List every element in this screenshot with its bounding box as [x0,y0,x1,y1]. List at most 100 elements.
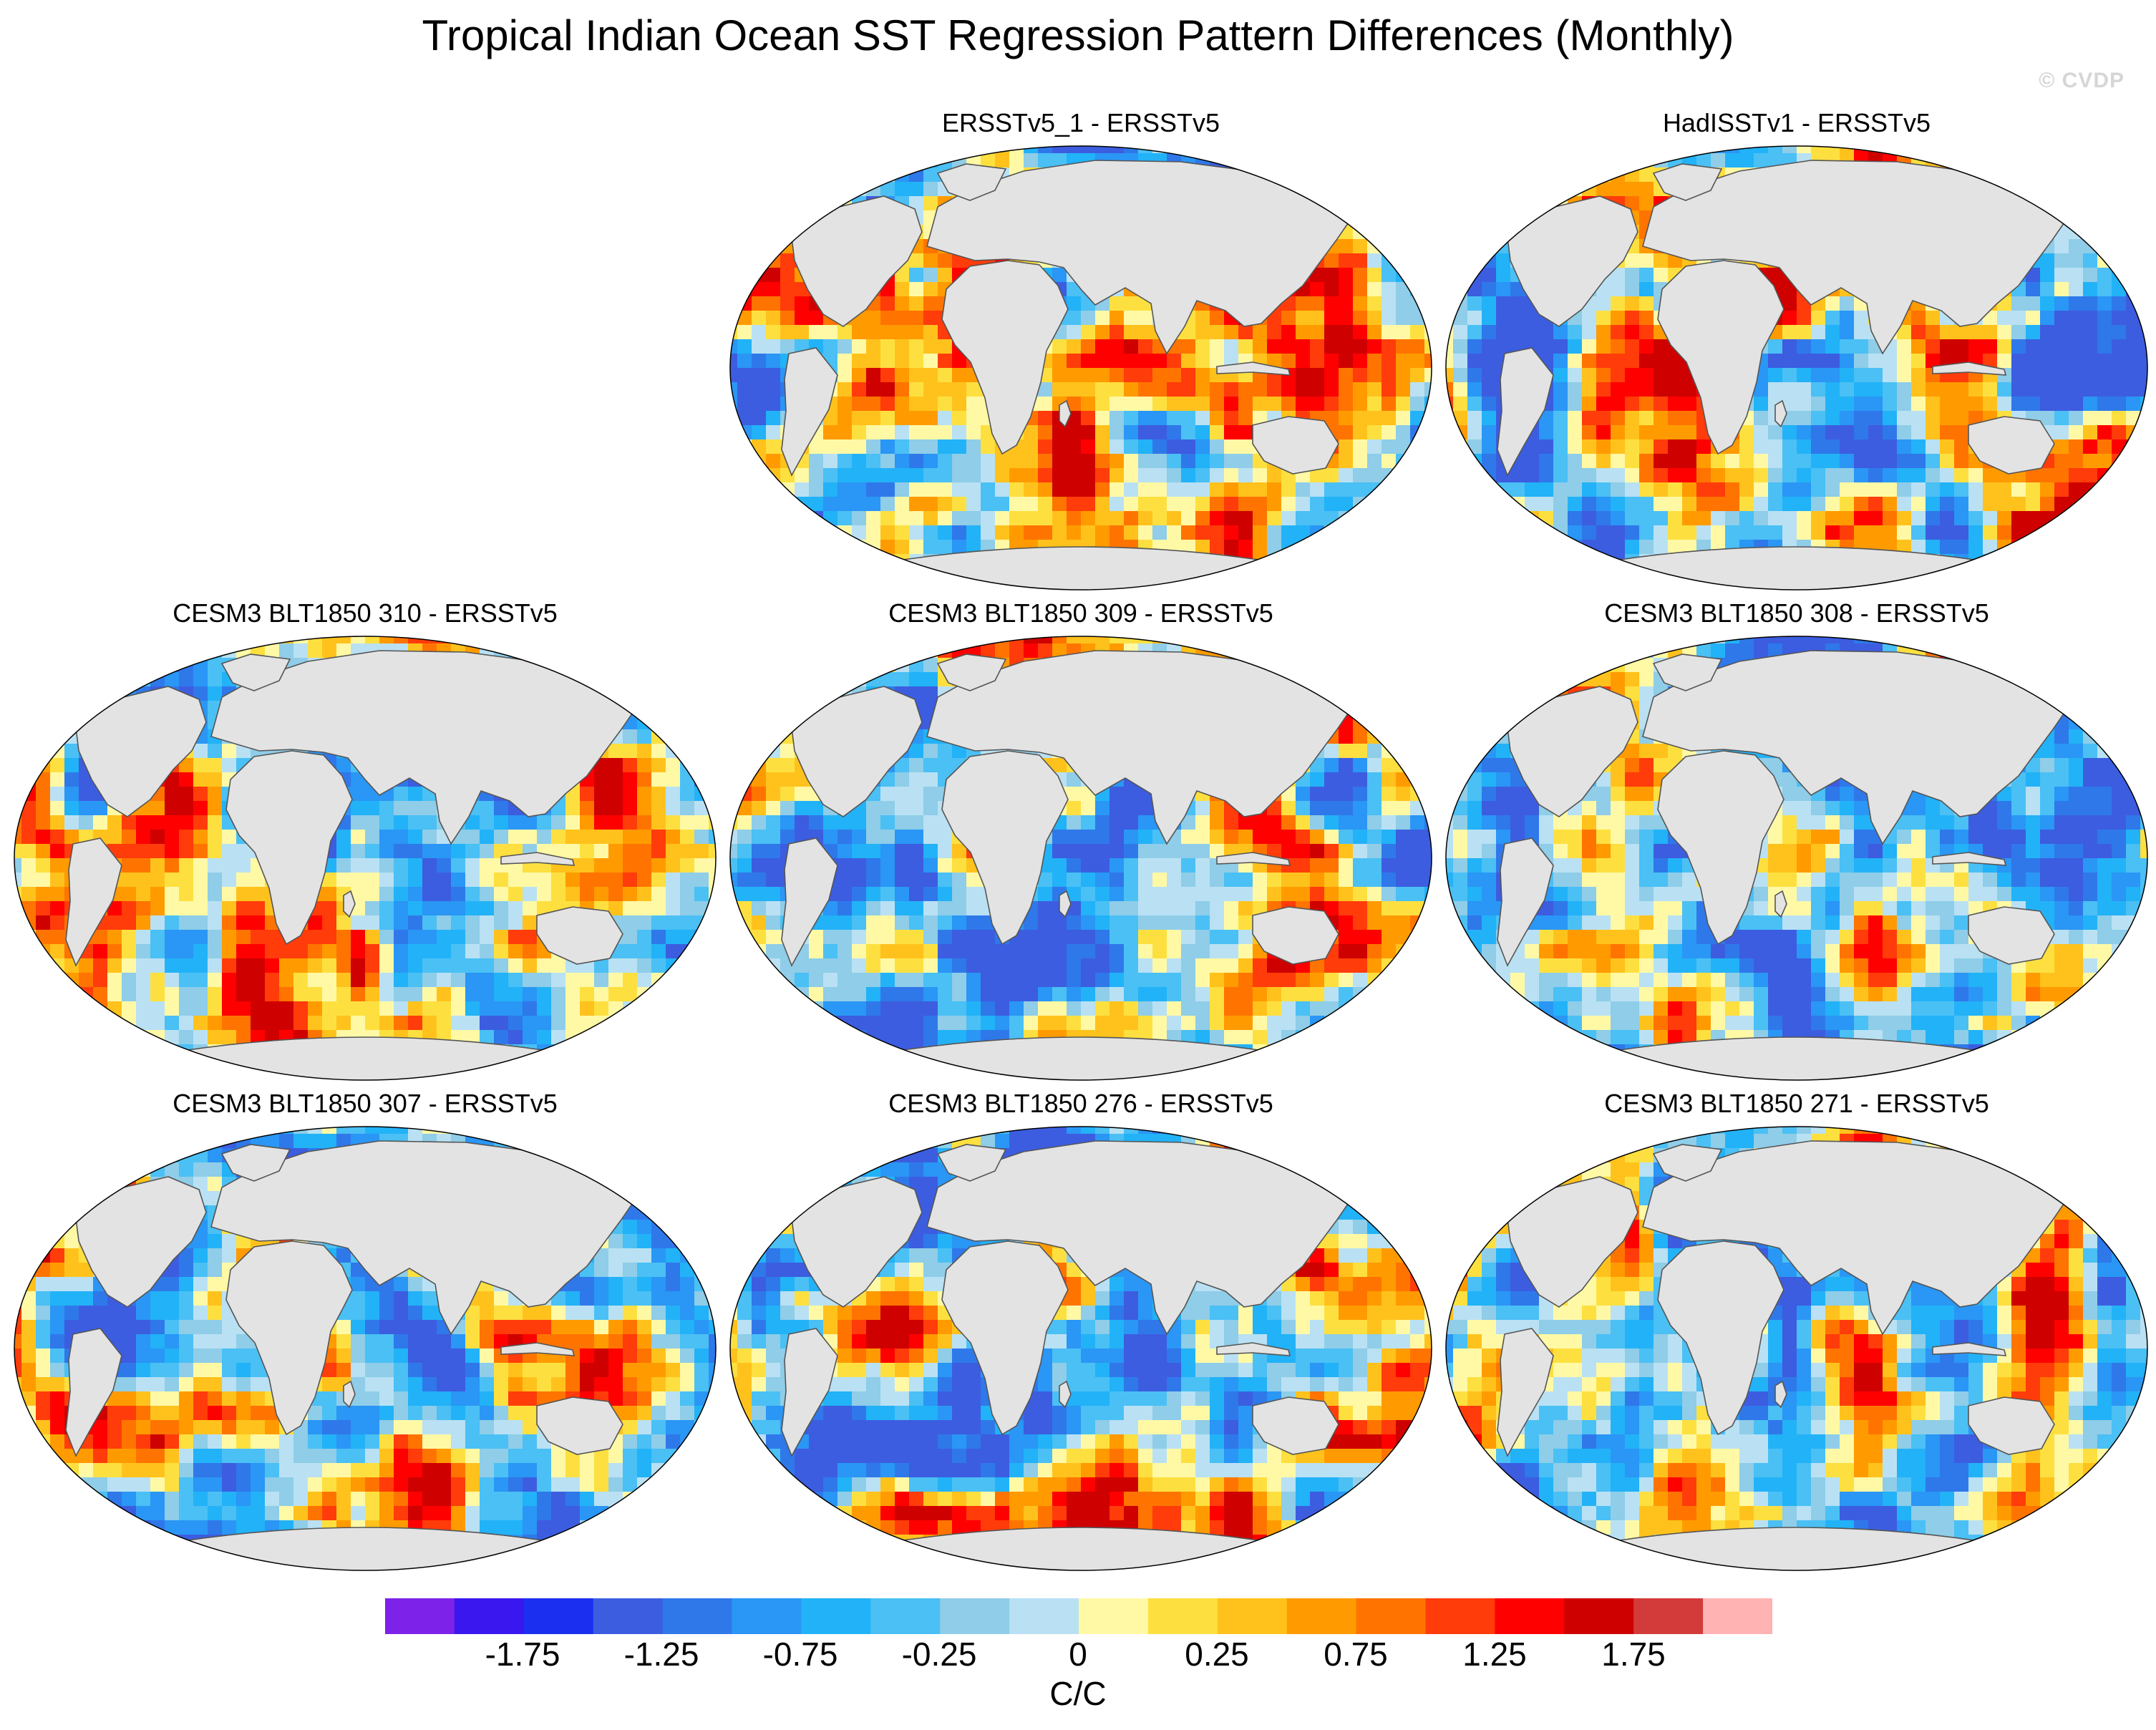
world-map [14,1126,717,1571]
land-greenland [936,163,1007,201]
land-americasN [74,1176,207,1308]
land-eurasia [1642,650,2070,845]
land-indonesia [1932,1342,2007,1356]
colorbar-box [732,1598,802,1634]
colorbar-box [1009,1598,1079,1634]
land-australia [1968,416,2055,475]
land-eurasia [1642,1140,2070,1336]
colorbar-box [801,1598,871,1634]
land-africa [941,1240,1069,1436]
world-map [1445,145,2148,591]
map-panel-cesm3-309: CESM3 BLT1850 309 - ERSSTv5 [723,598,1439,1092]
land-eurasia [926,160,1354,355]
sst-field [1446,146,2147,590]
land-americasS [1497,1328,1554,1457]
colorbar-tick-label: -1.25 [623,1636,699,1673]
land-africa [1657,750,1784,946]
land-indonesia [500,1342,576,1356]
cvdp-watermark: © CVDP [2039,69,2125,92]
land-madagascar [343,890,356,918]
colorbar-box [940,1598,1010,1634]
sst-field [730,636,1432,1080]
panel-title: CESM3 BLT1850 310 - ERSSTv5 [173,598,558,628]
colorbar-box [870,1598,941,1634]
map-panel-cesm3-271: CESM3 BLT1850 271 - ERSSTv5 [1439,1088,2155,1582]
land-madagascar [1774,399,1787,428]
map-panel-cesm3-276: CESM3 BLT1850 276 - ERSSTv5 [723,1088,1439,1582]
panel-title: CESM3 BLT1850 309 - ERSSTv5 [888,598,1273,628]
land-madagascar [1774,890,1787,918]
land-americasN [790,686,923,817]
sst-field [1446,636,2147,1080]
land-africa [225,1240,353,1436]
land-americasS [781,837,838,967]
map-outline [729,145,1432,591]
land-americasS [65,1328,122,1457]
map-panel-ersstv5-1: ERSSTv5_1 - ERSSTv5 [723,107,1439,601]
land-madagascar [343,1380,356,1409]
land-eurasia [210,650,638,845]
colorbar-box [593,1598,664,1634]
world-map [729,1126,1432,1571]
land-americasN [1506,195,1638,327]
colorbar-box [1286,1598,1357,1634]
land-madagascar [1059,1380,1072,1409]
map-outline [1445,145,2148,591]
land-americasN [790,1176,923,1308]
colorbar-box [1147,1598,1218,1634]
land-americasN [1506,1176,1638,1308]
land-indonesia [1216,852,1291,866]
colorbar-tick-label: 1.75 [1601,1636,1666,1673]
land-greenland [936,653,1007,691]
land-africa [941,260,1069,455]
map-panel-hadisstv1: HadISSTv1 - ERSSTv5 [1439,107,2155,601]
land-greenland [936,1144,1007,1182]
colorbar-box [1495,1598,1565,1634]
land-africa [941,750,1069,946]
land-eurasia [210,1140,638,1336]
sst-field [14,1127,716,1570]
colorbar-box [1425,1598,1495,1634]
sst-field [730,146,1432,590]
land-indonesia [1216,1342,1291,1356]
panel-title: CESM3 BLT1850 307 - ERSSTv5 [173,1089,558,1118]
colorbar-box [1633,1598,1704,1634]
map-outline [729,636,1432,1081]
land-africa [1657,260,1784,455]
figure-title: Tropical Indian Ocean SST Regression Pat… [422,11,1734,59]
land-greenland [1652,163,1723,201]
colorbar-box [662,1598,732,1634]
land-americasS [781,1328,838,1457]
map-outline [14,636,717,1081]
map-outline [1445,1126,2148,1571]
land-australia [536,906,623,965]
sst-field [1446,1127,2147,1570]
land-madagascar [1059,399,1072,428]
panel-title: HadISSTv1 - ERSSTv5 [1662,108,1931,137]
colorbar-box [1079,1598,1149,1634]
land-americasS [65,837,122,967]
land-australia [1252,416,1339,475]
map-outline [729,1126,1432,1571]
colorbar-tick-label: 0.25 [1185,1636,1249,1673]
land-africa [1657,1240,1784,1436]
world-map [729,636,1432,1081]
land-australia [536,1396,623,1455]
land-americasN [74,686,207,817]
land-eurasia [926,1140,1354,1336]
world-map [14,636,717,1081]
land-eurasia [1642,160,2070,355]
colorbar-tick-label: -1.75 [485,1636,560,1673]
land-indonesia [1216,361,1291,376]
land-americasS [1497,347,1554,477]
colorbar [385,1598,1772,1634]
map-outline [14,1126,717,1571]
colorbar-box [1703,1598,1772,1634]
colorbar-tick-label: 0 [1069,1636,1087,1673]
sst-field [730,1127,1432,1570]
map-panel-cesm3-307: CESM3 BLT1850 307 - ERSSTv5 [7,1088,723,1582]
colorbar-tick-label: -0.75 [762,1636,838,1673]
land-americasS [1497,837,1554,967]
land-madagascar [1774,1380,1787,1409]
colorbar-box [523,1598,594,1634]
